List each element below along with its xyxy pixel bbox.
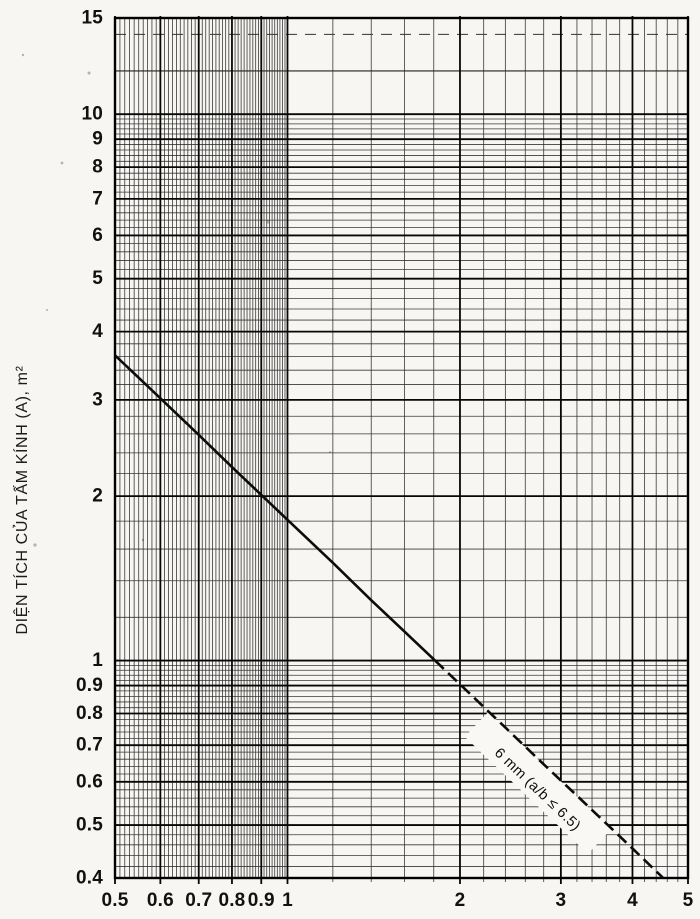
x-tick-label: 5	[683, 890, 694, 911]
x-tick-label: 4	[627, 890, 638, 911]
photocopy-specks	[21, 53, 561, 906]
y-tick-label: 15	[81, 8, 103, 29]
thickness-curve-6mm	[114, 354, 665, 879]
y-tick-label: 0.4	[76, 868, 103, 889]
speck	[21, 53, 25, 57]
speck	[559, 904, 561, 906]
y-tick-label: 7	[92, 188, 103, 209]
y-tick-label: 8	[92, 157, 103, 178]
minor-gridlines	[114, 18, 689, 882]
y-tick-label: 2	[92, 486, 103, 507]
speck	[33, 543, 37, 547]
y-tick-label: 0.5	[76, 815, 103, 836]
upper-band-lines	[115, 33, 688, 72]
curve-dashed-segment	[434, 659, 665, 879]
major-gridlines	[114, 16, 689, 884]
y-tick-label: 0.6	[76, 771, 103, 792]
curve-label-halo	[464, 712, 612, 854]
y-tick-label: 9	[92, 129, 103, 150]
x-tick-label: 0.7	[185, 890, 212, 911]
y-tick-label: 10	[81, 104, 103, 125]
y-axis-title: DIỆN TÍCH CỦA TẤM KÍNH (A), m²	[12, 365, 31, 634]
x-tick-label: 0.8	[218, 890, 245, 911]
y-tick-label: 6	[92, 225, 103, 246]
x-tick-label: 3	[555, 890, 566, 911]
curve-solid-segment	[114, 354, 436, 662]
y-tick-label: 0.9	[76, 675, 103, 696]
y-tick-label: 1	[92, 650, 103, 671]
speck	[87, 71, 91, 75]
y-tick-label: 0.8	[76, 703, 103, 724]
speck	[60, 161, 64, 165]
y-tick-label: 4	[92, 321, 103, 342]
y-tick-label: 0.7	[76, 735, 103, 756]
x-tick-label: 2	[455, 890, 466, 911]
speck	[46, 309, 48, 311]
y-tick-label: 5	[92, 268, 103, 289]
x-tick-label: 0.9	[248, 890, 275, 911]
x-tick-label: 0.5	[101, 890, 128, 911]
plot-border	[113, 16, 690, 880]
y-tick-label: 3	[92, 389, 103, 410]
x-tick-label: 0.6	[147, 890, 174, 911]
speck	[266, 220, 270, 224]
x-tick-label: 1	[282, 890, 293, 911]
